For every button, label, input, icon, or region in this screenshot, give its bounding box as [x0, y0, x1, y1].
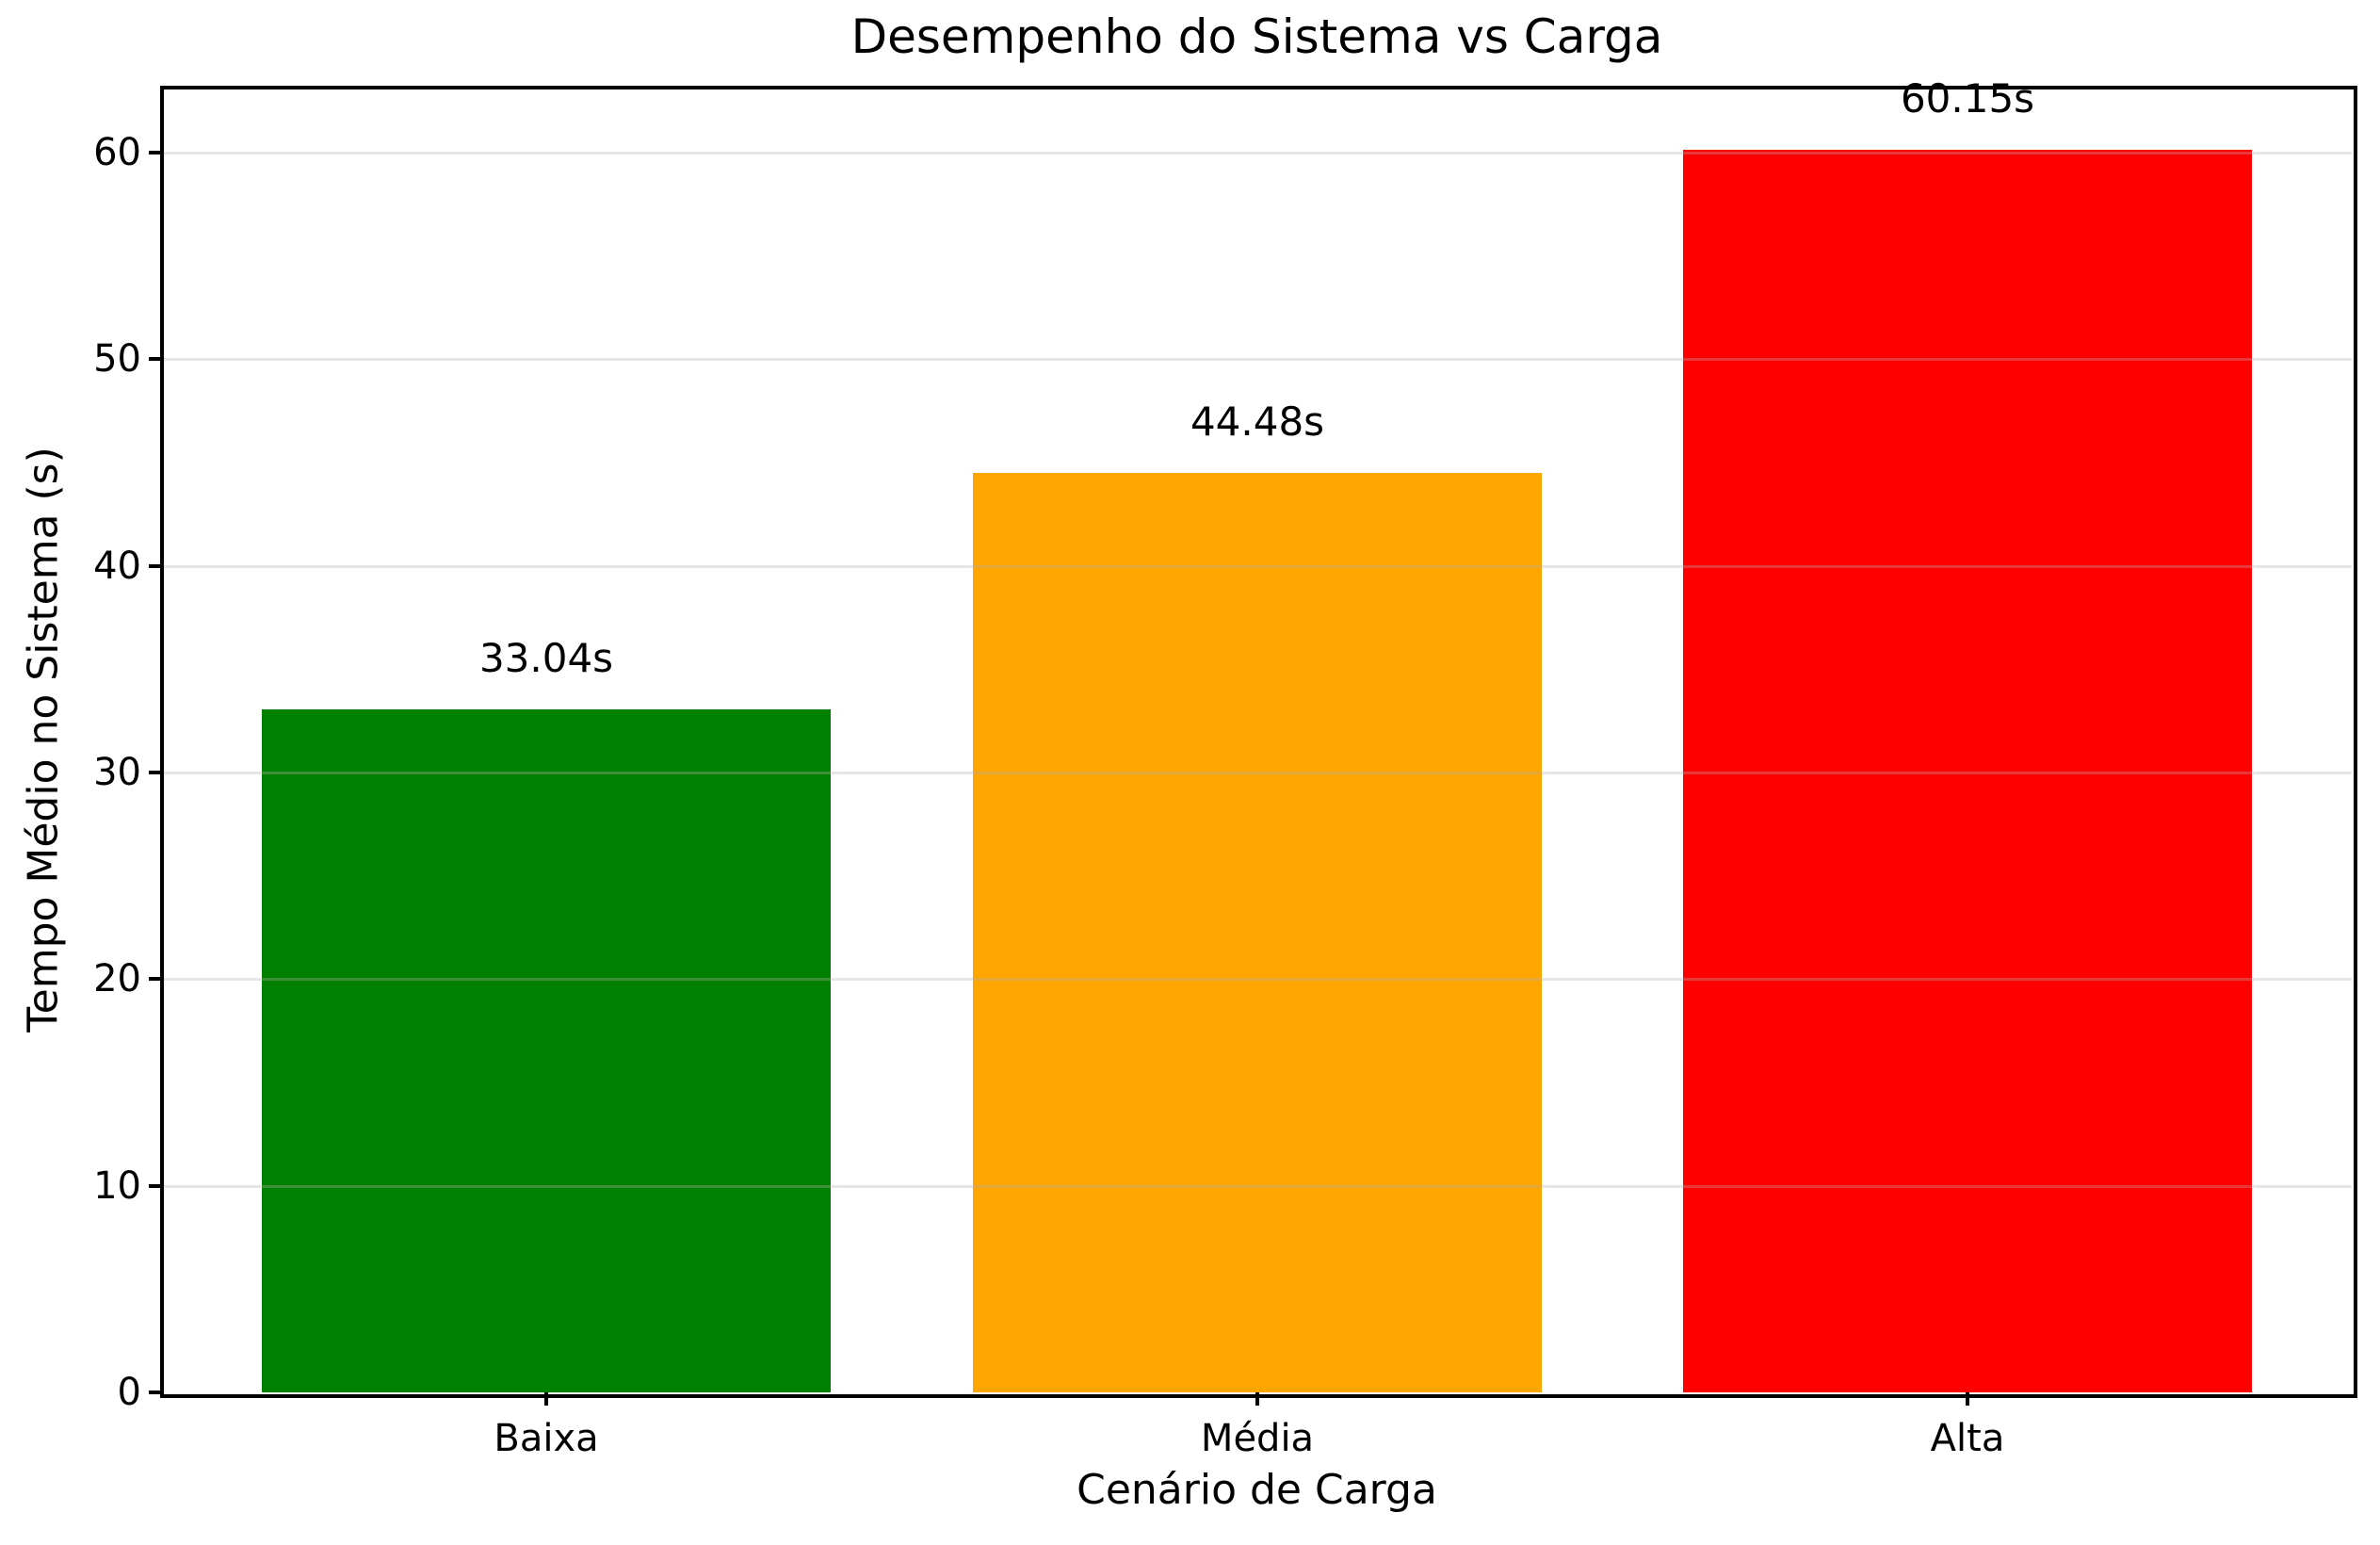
- gridline-y-50: [162, 358, 2352, 361]
- bar-média: [973, 473, 1542, 1392]
- gridline-y-60: [162, 152, 2352, 154]
- x-tick-label-média: Média: [1200, 1417, 1315, 1460]
- y-tick-label-0: 0: [117, 1371, 141, 1414]
- y-tick-label-10: 10: [93, 1164, 141, 1208]
- y-tick-label-30: 30: [93, 751, 141, 794]
- y-tick-mark: [149, 1184, 162, 1188]
- gridline-y-10: [162, 1185, 2352, 1188]
- bar-value-label-baixa: 33.04s: [478, 635, 614, 681]
- x-tick-label-baixa: Baixa: [494, 1417, 599, 1460]
- y-tick-label-20: 20: [93, 957, 141, 1000]
- gridline-y-30: [162, 772, 2352, 774]
- bar-value-label-alta: 60.15s: [1900, 75, 2035, 122]
- x-tick-mark: [1255, 1392, 1259, 1406]
- y-axis-label: Tempo Médio no Sistema (s): [19, 447, 68, 1033]
- bar-baixa: [262, 709, 831, 1392]
- x-tick-mark: [544, 1392, 548, 1406]
- y-tick-label-50: 50: [93, 337, 141, 381]
- gridline-y-40: [162, 565, 2352, 568]
- y-tick-mark: [149, 357, 162, 361]
- gridline-y-20: [162, 978, 2352, 981]
- y-tick-label-60: 60: [93, 131, 141, 174]
- y-tick-label-40: 40: [93, 545, 141, 588]
- plot-area: [160, 86, 2357, 1398]
- bar-value-label-média: 44.48s: [1190, 398, 1325, 445]
- y-tick-mark: [149, 151, 162, 154]
- y-tick-mark: [149, 1390, 162, 1394]
- x-axis-label: Cenário de Carga: [1077, 1466, 1437, 1514]
- x-tick-label-alta: Alta: [1930, 1417, 2005, 1460]
- y-tick-mark: [149, 564, 162, 568]
- bar-alta: [1683, 150, 2252, 1392]
- y-tick-mark: [149, 977, 162, 981]
- x-tick-mark: [1966, 1392, 1969, 1406]
- chart-title: Desempenho do Sistema vs Carga: [850, 9, 1663, 64]
- y-tick-mark: [149, 771, 162, 774]
